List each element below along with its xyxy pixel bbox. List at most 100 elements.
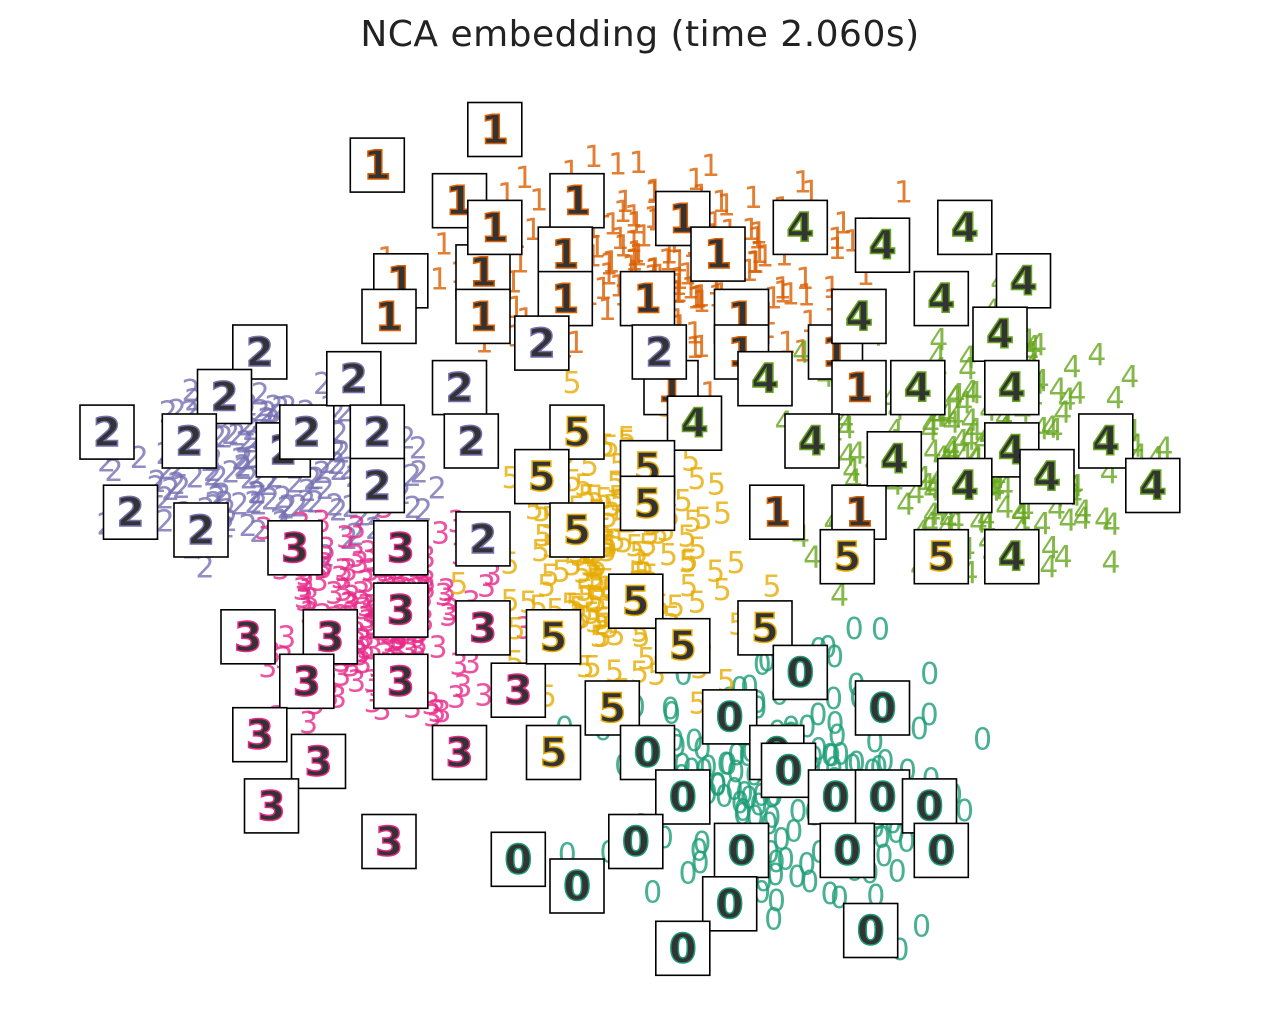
point-digit-2: 2	[258, 396, 277, 431]
point-digit-1: 1	[894, 176, 913, 211]
thumbnail-frame	[619, 270, 676, 327]
thumbnail-frame	[748, 484, 805, 541]
point-digit-1: 1	[629, 146, 648, 181]
thumbnail-frame	[220, 608, 276, 665]
point-digit-4: 4	[1054, 540, 1073, 575]
thumbnail-0: 0	[854, 680, 911, 736]
thumbnail-2: 2	[325, 350, 382, 407]
thumbnail-frame	[549, 172, 605, 229]
point-digit-1: 1	[773, 271, 792, 306]
point-digit-5: 5	[593, 620, 612, 655]
point-digit-1: 1	[793, 335, 812, 370]
thumbnail-frame	[936, 199, 993, 256]
point-digit-4: 4	[947, 378, 966, 413]
point-digit-3: 3	[347, 540, 366, 575]
thumbnail-digit: 1	[634, 277, 662, 323]
point-digit-2: 2	[182, 374, 201, 409]
thumbnail-3: 3	[267, 519, 323, 576]
point-digit-3: 3	[277, 621, 296, 656]
thumbnail-frame	[361, 813, 417, 870]
point-digit-1: 1	[827, 222, 846, 257]
thumbnail-frame	[549, 858, 605, 914]
thumbnail-digit: 2	[363, 464, 391, 510]
thumbnail-digit: 2	[457, 419, 485, 465]
thumbnail-4: 4	[737, 350, 793, 407]
point-digit-5: 5	[584, 551, 603, 586]
point-digit-4: 4	[960, 375, 979, 410]
thumbnail-1: 1	[748, 484, 805, 541]
point-digit-3: 3	[342, 580, 361, 615]
point-digit-3: 3	[356, 631, 375, 666]
point-digit-0: 0	[692, 826, 711, 861]
thumbnail-frame	[466, 199, 523, 256]
point-digit-4: 4	[792, 335, 811, 370]
thumbnail-4: 4	[831, 288, 887, 345]
point-digit-0: 0	[708, 768, 727, 803]
thumbnail-digit: 2	[446, 366, 474, 412]
thumbnail-digit: 2	[117, 490, 145, 536]
point-digit-0: 0	[716, 747, 735, 782]
thumbnail-4: 4	[889, 359, 946, 416]
point-digit-0: 0	[822, 739, 841, 774]
point-digit-2: 2	[249, 488, 268, 523]
point-digit-0: 0	[888, 855, 907, 890]
point-digit-2: 2	[215, 421, 234, 456]
point-digit-3: 3	[292, 573, 311, 608]
point-digit-5: 5	[679, 569, 698, 604]
point-digit-2: 2	[297, 485, 316, 520]
thumbnail-digit: 4	[998, 366, 1026, 412]
point-digit-5: 5	[592, 602, 611, 637]
point-digit-5: 5	[706, 555, 725, 590]
thumbnail-3: 3	[372, 519, 429, 576]
point-digit-1: 1	[629, 239, 648, 274]
point-digit-1: 1	[430, 262, 449, 297]
thumbnail-digit: 3	[281, 526, 309, 572]
point-digit-1: 1	[599, 248, 618, 283]
point-digit-0: 0	[788, 794, 807, 829]
thumbnail-4: 4	[913, 270, 970, 327]
point-digit-3: 3	[347, 665, 366, 700]
point-digit-3: 3	[339, 554, 358, 589]
thumbnail-0: 0	[772, 644, 829, 701]
thumbnail-digit: 5	[833, 535, 861, 581]
thumbnail-frame	[666, 395, 723, 452]
point-digit-0: 0	[874, 839, 893, 874]
point-digit-4: 4	[1053, 395, 1072, 430]
thumbnail-5: 5	[525, 608, 582, 665]
point-digit-1: 1	[602, 245, 621, 280]
point-digit-1: 1	[615, 185, 634, 220]
point-digit-0: 0	[920, 657, 939, 692]
point-digit-2: 2	[233, 450, 252, 485]
thumbnail-2: 2	[455, 511, 511, 567]
point-digit-0: 0	[685, 724, 704, 759]
thumbnail-frame	[760, 742, 817, 799]
thumbnail-5: 5	[819, 528, 876, 585]
thumbnail-frame	[372, 582, 429, 638]
point-digit-5: 5	[666, 590, 685, 625]
thumbnail-2: 2	[431, 359, 488, 416]
point-digit-3: 3	[300, 583, 319, 618]
thumbnail-frame	[983, 528, 1040, 585]
thumbnail-1: 1	[349, 137, 406, 193]
thumbnail-frame	[349, 137, 406, 193]
thumbnail-3: 3	[290, 733, 347, 790]
thumbnail-frame	[443, 413, 500, 469]
point-digit-4: 4	[995, 470, 1014, 505]
thumbnail-1: 1	[619, 270, 676, 327]
point-digit-5: 5	[585, 583, 604, 618]
thumbnail-frame	[654, 920, 711, 977]
point-digit-5: 5	[541, 558, 560, 593]
point-digit-2: 2	[234, 443, 253, 478]
point-digit-0: 0	[662, 696, 681, 731]
thumbnail-digit: 0	[669, 926, 697, 972]
point-digit-2: 2	[252, 395, 271, 430]
point-digit-1: 1	[746, 246, 765, 281]
point-digit-2: 2	[329, 493, 348, 528]
point-digit-3: 3	[483, 558, 502, 593]
point-digit-0: 0	[824, 682, 843, 717]
point-digit-2: 2	[329, 453, 348, 488]
point-digit-0: 0	[643, 875, 662, 910]
thumbnail-digit: 5	[598, 686, 626, 732]
point-digit-1: 1	[745, 246, 764, 281]
point-digit-3: 3	[354, 592, 373, 627]
